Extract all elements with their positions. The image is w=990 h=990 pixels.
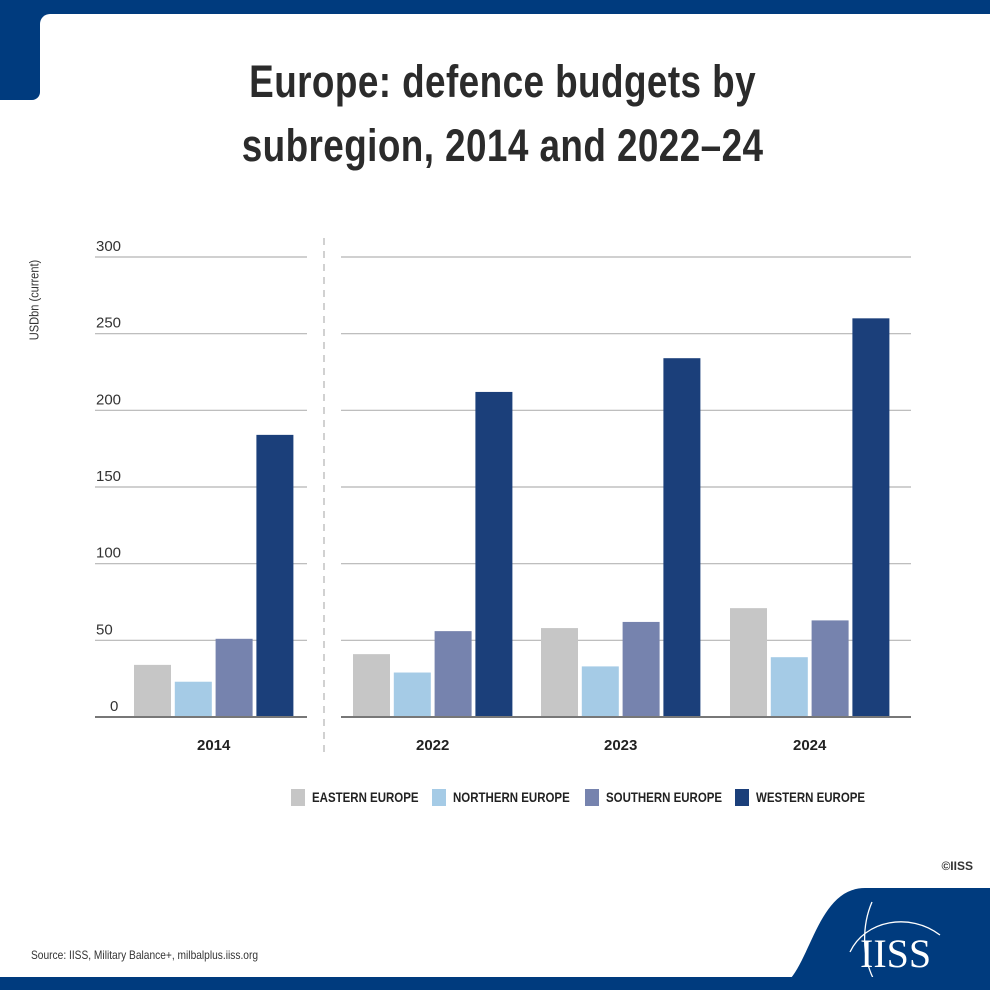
y-tick-label-300: 300	[96, 238, 121, 255]
bar-southern-2014	[215, 638, 253, 716]
legend-item-southern: SOUTHERN EUROPE	[584, 788, 722, 806]
bars	[134, 318, 890, 716]
bar-northern-2022	[393, 672, 431, 716]
y-tick-label-100: 100	[96, 545, 121, 562]
bar-northern-2014	[174, 681, 212, 716]
bar-southern-2023	[622, 621, 660, 716]
bar-northern-2024	[770, 657, 808, 716]
bar-western-2023	[663, 358, 701, 716]
legend: EASTERN EUROPE NORTHERN EUROPE SOUTHERN EU…	[291, 787, 879, 807]
legend-swatch-northern	[432, 788, 447, 806]
source-note: Source: IISS, Military Balance+, milbalp…	[31, 948, 259, 962]
bar-southern-2022	[434, 631, 472, 716]
chart-title-line-2: subregion, 2014 and 2022–24	[241, 120, 764, 171]
x-tick-label-2022: 2022	[416, 737, 449, 754]
left-brand-tab	[0, 0, 40, 100]
x-tick-label-2024: 2024	[793, 737, 827, 754]
x-tick-label-2023: 2023	[604, 737, 637, 754]
bottom-brand-bar	[0, 977, 990, 990]
logo-wave-shape	[770, 888, 990, 990]
legend-label-western: WESTERN EUROPE	[756, 789, 866, 805]
y-tick-label-0: 0	[110, 698, 118, 715]
bar-western-2014	[256, 434, 294, 716]
legend-label-northern: NORTHERN EUROPE	[453, 789, 571, 805]
legend-item-western: WESTERN EUROPE	[735, 788, 866, 806]
bar-western-2024	[852, 318, 890, 716]
bar-eastern-2024	[730, 608, 767, 716]
y-tick-labels: 0 50 100 150 200 250 300	[96, 238, 121, 715]
legend-item-northern: NORTHERN EUROPE	[432, 788, 571, 806]
chart-title-line-1: Europe: defence budgets by	[249, 56, 757, 107]
iiss-logo-block	[770, 888, 990, 990]
top-brand-bar	[0, 0, 990, 14]
y-tick-label-50: 50	[96, 621, 113, 638]
copyright-label: ©IISS	[941, 859, 973, 873]
bar-northern-2023	[581, 666, 619, 716]
logo-globe-arc-icon	[849, 921, 941, 953]
legend-swatch-western	[735, 788, 750, 806]
y-tick-label-200: 200	[96, 391, 121, 408]
y-tick-label-250: 250	[96, 315, 121, 332]
x-tick-label-2014: 2014	[197, 737, 231, 754]
legend-swatch-eastern	[291, 788, 305, 806]
bar-eastern-2022	[353, 654, 390, 716]
bar-eastern-2014	[134, 664, 171, 716]
bar-southern-2024	[811, 620, 849, 716]
chart-title: Europe: defence budgets by subregion, 20…	[91, 50, 915, 178]
legend-label-southern: SOUTHERN EUROPE	[605, 789, 722, 805]
brand-tab-corner	[40, 14, 50, 24]
y-tick-label-150: 150	[96, 468, 121, 485]
bar-western-2022	[475, 391, 513, 716]
x-tick-labels: 2014 2022 2023 2024	[197, 737, 827, 754]
logo-globe-meridian-icon	[864, 901, 874, 979]
legend-label-eastern: EASTERN EUROPE	[312, 789, 419, 805]
legend-item-eastern: EASTERN EUROPE	[291, 788, 419, 806]
iiss-logo-text: IISS	[860, 931, 932, 976]
bar-eastern-2023	[541, 628, 578, 716]
legend-swatch-southern	[584, 788, 599, 806]
